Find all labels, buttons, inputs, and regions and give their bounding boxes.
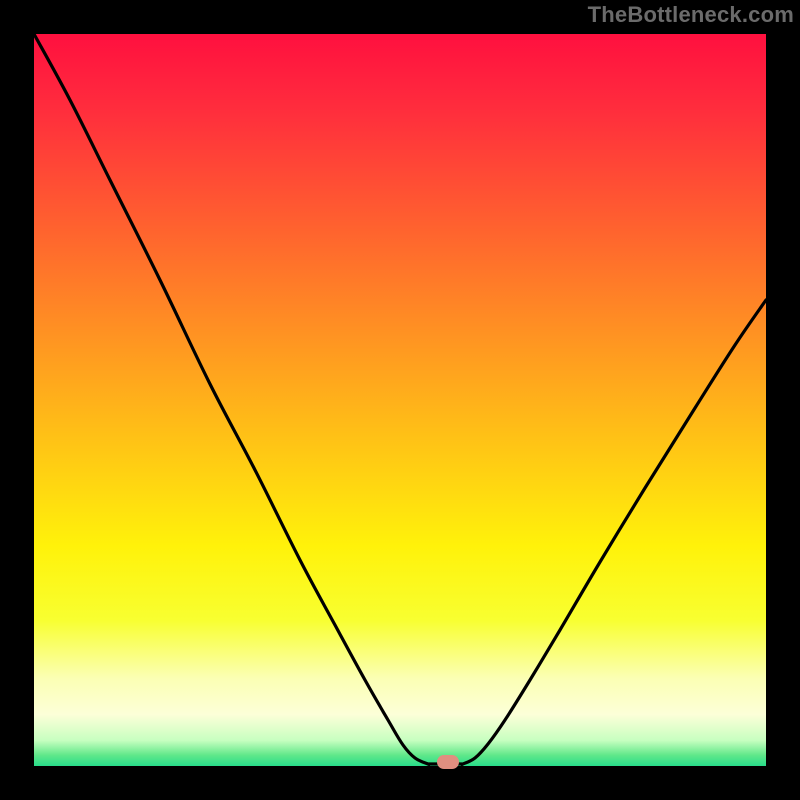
watermark-text: TheBottleneck.com	[588, 2, 794, 28]
bottleneck-chart	[0, 0, 800, 800]
plot-background	[34, 34, 766, 766]
optimum-marker	[437, 755, 459, 769]
